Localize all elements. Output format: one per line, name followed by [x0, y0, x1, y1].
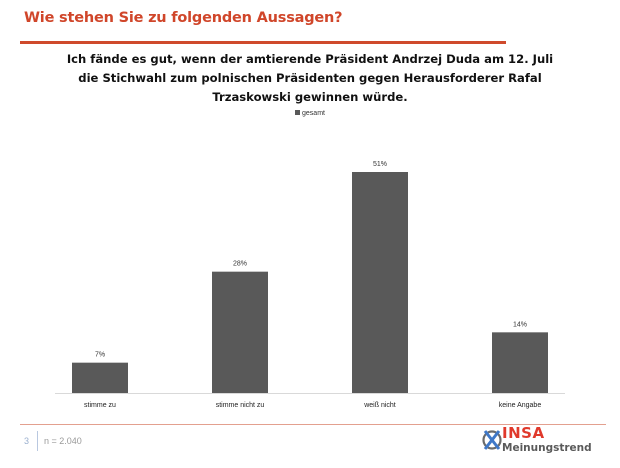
logo-subtitle: Meinungstrend	[502, 442, 592, 454]
bar-stimme-zu	[72, 362, 128, 393]
bars-group	[72, 172, 548, 393]
data-label: 28%	[233, 261, 247, 268]
data-label: 51%	[373, 161, 387, 168]
ballot-cross-icon	[482, 430, 502, 450]
legend-label-gesamt: gesamt	[302, 110, 325, 117]
data-label: 14%	[513, 321, 527, 328]
bar-stimme-nicht-zu	[212, 271, 268, 393]
insa-logo: INSA Meinungstrend	[482, 424, 612, 456]
chart-title: Ich fände es gut, wenn der amtierende Pr…	[66, 52, 554, 104]
chart-legend: gesamt	[0, 110, 620, 117]
page-number: 3	[24, 436, 30, 446]
legend-swatch-gesamt	[295, 110, 301, 115]
bar-keine-angabe	[492, 332, 548, 393]
x-tick-label: stimme zu	[84, 402, 116, 409]
title-rule	[20, 41, 506, 44]
bar-weiß-nicht	[352, 172, 408, 393]
data-label: 7%	[95, 352, 105, 359]
footer-rule	[20, 424, 606, 425]
sample-size: n = 2.040	[44, 436, 82, 446]
logo-brand: INSA	[502, 424, 545, 442]
x-tick-label: weiß nicht	[363, 402, 396, 409]
x-tick-label: stimme nicht zu	[216, 402, 265, 409]
labels-group: 7% stimme zu 28% stimme nicht zu 51% weiß nic…	[84, 161, 541, 409]
slide-title: Wie stehen Sie zu folgenden Aussagen?	[24, 10, 343, 26]
x-tick-label: keine Angabe	[499, 402, 542, 409]
footer-separator	[37, 431, 38, 451]
